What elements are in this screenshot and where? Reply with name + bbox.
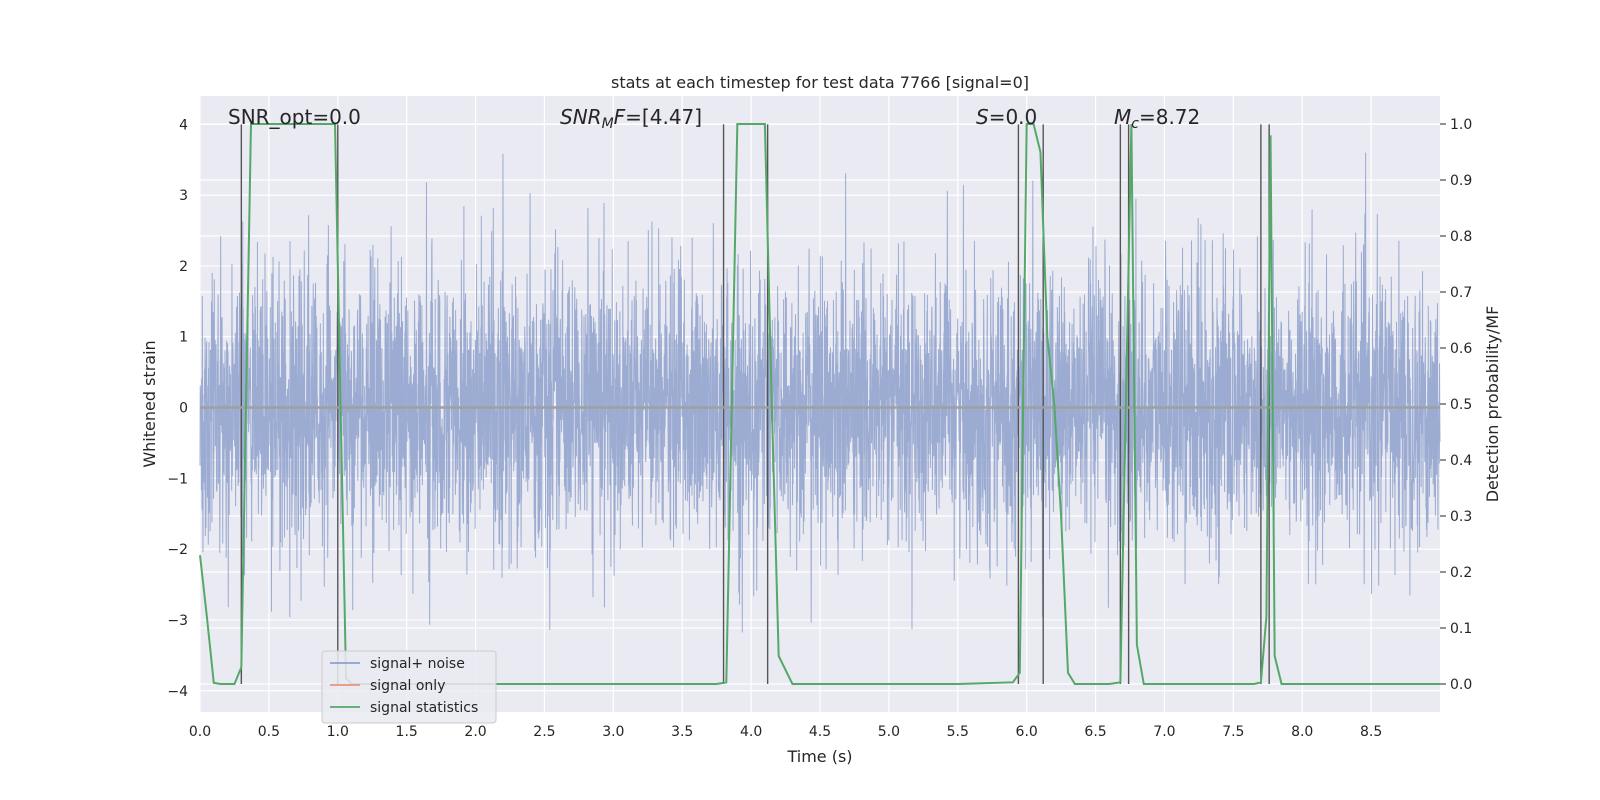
x-tick-label: 8.5 bbox=[1360, 724, 1382, 740]
y2-tick-label: 0.7 bbox=[1450, 285, 1472, 301]
annotation-mc: Mc=8.72 bbox=[1114, 105, 1200, 132]
x-tick-label: 4.0 bbox=[740, 724, 762, 740]
y-tick-label: 4 bbox=[179, 117, 188, 133]
y2-axis-label: Detection probability/MF bbox=[1483, 306, 1502, 503]
y2-tick-label: 0.9 bbox=[1450, 173, 1472, 189]
x-tick-label: 4.5 bbox=[809, 724, 831, 740]
annotation-snr-mf: SNRMF=[4.47] bbox=[560, 105, 702, 132]
legend: signal+ noise signal only signal statist… bbox=[321, 650, 497, 724]
annotation-mc-symbol: M bbox=[1114, 105, 1131, 129]
y2-axis-ticks: 1.0 0.9 0.8 0.7 0.6 0.5 0.4 0.3 0.2 0.1 0.0 bbox=[1440, 117, 1472, 693]
y2-tick-label: 0.6 bbox=[1450, 341, 1472, 357]
x-tick-label: 2.5 bbox=[533, 724, 555, 740]
annotation-snr-mf-subscript: M bbox=[602, 116, 614, 132]
x-tick-label: 6.5 bbox=[1084, 724, 1106, 740]
y-tick-label: −3 bbox=[167, 613, 188, 629]
y2-tick-label: 1.0 bbox=[1450, 117, 1472, 133]
x-tick-label: 1.0 bbox=[327, 724, 349, 740]
annotation-s-value: =0.0 bbox=[989, 105, 1038, 129]
noise-line bbox=[199, 152, 1441, 633]
x-tick-label: 1.5 bbox=[396, 724, 418, 740]
y-tick-label: 1 bbox=[179, 330, 188, 346]
y-tick-label: 2 bbox=[179, 259, 188, 275]
x-axis-label: Time (s) bbox=[786, 747, 852, 766]
legend-box bbox=[321, 650, 497, 724]
y-tick-label: −4 bbox=[167, 684, 188, 700]
legend-label-noise: signal+ noise bbox=[370, 656, 465, 672]
statistics-line bbox=[199, 123, 1440, 685]
annotation-mc-subscript: c bbox=[1131, 116, 1139, 132]
x-tick-label: 7.0 bbox=[1153, 724, 1175, 740]
annotation-s: S=0.0 bbox=[976, 105, 1037, 129]
x-tick-label: 3.0 bbox=[602, 724, 624, 740]
y2-tick-label: 0.3 bbox=[1450, 509, 1472, 525]
x-tick-label: 0.0 bbox=[189, 724, 211, 740]
annotation-snr-opt: SNR_opt=0.0 bbox=[228, 105, 361, 129]
y-tick-label: −2 bbox=[167, 542, 188, 558]
annotation-snr-mf-value: =[4.47] bbox=[625, 105, 702, 129]
noise-series bbox=[199, 152, 1441, 633]
chart-title: stats at each timestep for test data 776… bbox=[611, 73, 1029, 92]
y2-tick-label: 0.5 bbox=[1450, 397, 1472, 413]
x-tick-label: 7.5 bbox=[1222, 724, 1244, 740]
y2-tick-label: 0.0 bbox=[1450, 677, 1472, 693]
annotation-snr-mf-f: F bbox=[614, 105, 626, 129]
statistics-series bbox=[199, 123, 1440, 685]
y-axis-label: Whitened strain bbox=[140, 340, 159, 467]
legend-label-signal-only: signal only bbox=[370, 678, 445, 694]
y-tick-label: 3 bbox=[179, 188, 188, 204]
y-tick-label: −1 bbox=[167, 471, 188, 487]
annotation-s-symbol: S bbox=[976, 105, 989, 129]
y2-tick-label: 0.1 bbox=[1450, 621, 1472, 637]
y-tick-label: 0 bbox=[179, 401, 188, 417]
y2-tick-label: 0.8 bbox=[1450, 229, 1472, 245]
x-axis-ticks: 0.0 0.5 1.0 1.5 2.0 2.5 3.0 3.5 4.0 4.5 5.0 5.5 6.0 6… bbox=[189, 724, 1382, 740]
x-tick-label: 0.5 bbox=[258, 724, 280, 740]
x-tick-label: 5.5 bbox=[947, 724, 969, 740]
y-axis-ticks: 4 3 2 1 0 −1 −2 −3 −4 bbox=[167, 117, 188, 699]
x-tick-label: 6.0 bbox=[1016, 724, 1038, 740]
annotation-snr-mf-symbol: SNR bbox=[560, 105, 602, 129]
legend-label-statistics: signal statistics bbox=[370, 700, 478, 716]
y2-tick-label: 0.2 bbox=[1450, 565, 1472, 581]
x-tick-label: 3.5 bbox=[671, 724, 693, 740]
x-tick-label: 8.0 bbox=[1291, 724, 1313, 740]
annotation-mc-value: =8.72 bbox=[1139, 105, 1200, 129]
x-tick-label: 5.0 bbox=[878, 724, 900, 740]
x-tick-label: 2.0 bbox=[464, 724, 486, 740]
y2-tick-label: 0.4 bbox=[1450, 453, 1472, 469]
